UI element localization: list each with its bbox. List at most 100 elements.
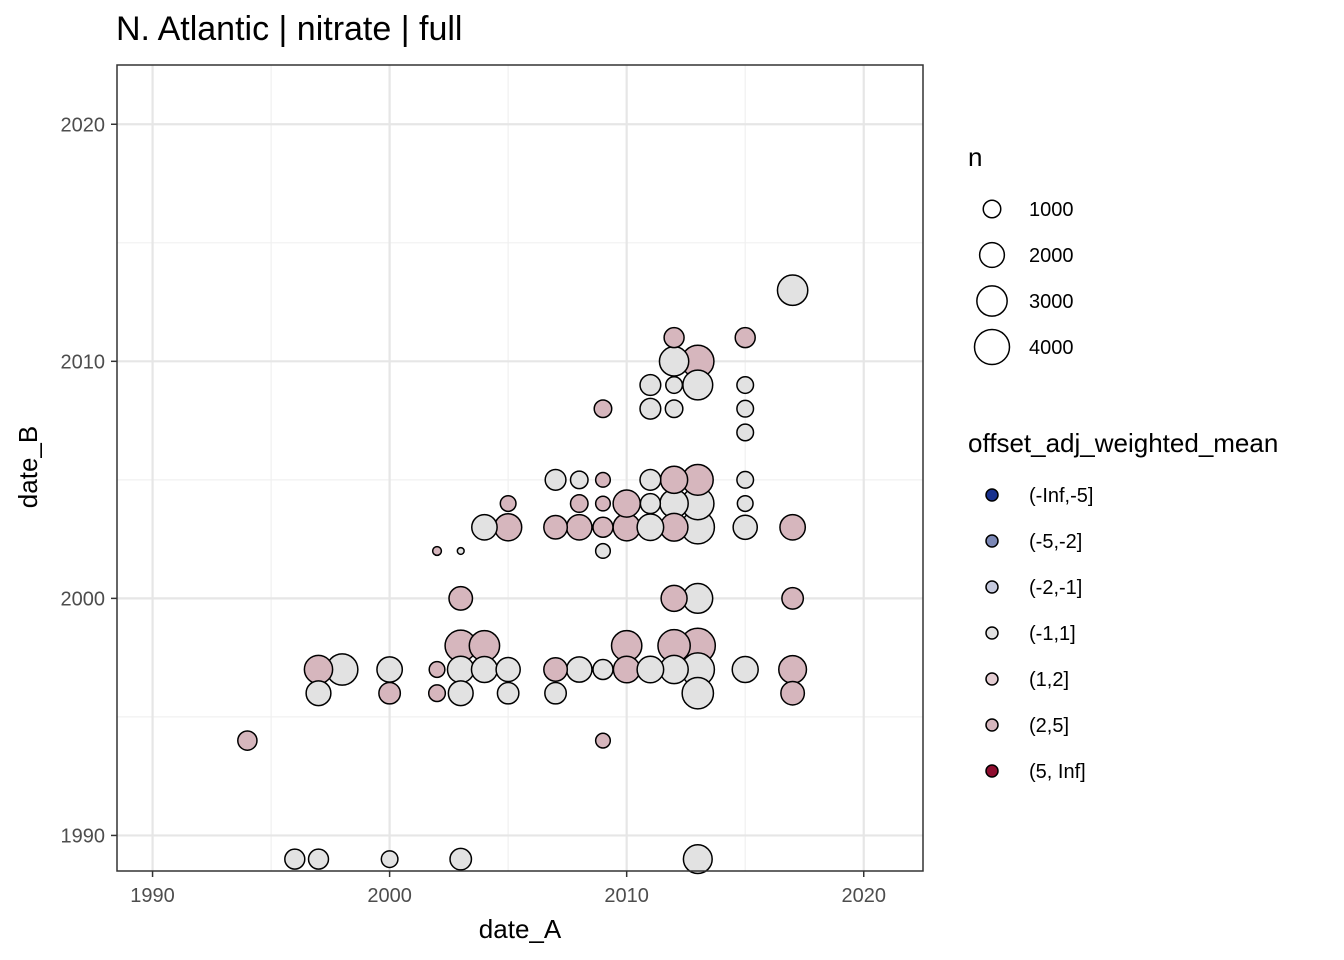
- data-point: [779, 513, 807, 541]
- data-point: [682, 844, 713, 875]
- data-point: [776, 274, 809, 307]
- data-point: [565, 513, 593, 541]
- color-legend-key: [985, 672, 999, 686]
- data-point: [734, 326, 756, 349]
- data-point: [736, 375, 755, 395]
- data-point: [639, 397, 662, 420]
- data-point: [594, 732, 612, 749]
- data-point: [307, 848, 330, 870]
- data-point: [543, 514, 569, 540]
- color-legend-title: offset_adj_weighted_mean: [968, 428, 1278, 458]
- data-point: [781, 586, 805, 610]
- data-point: [446, 655, 475, 684]
- data-point: [470, 655, 499, 684]
- data-point: [495, 656, 521, 683]
- panel-border: [116, 64, 924, 872]
- data-point: [665, 375, 684, 395]
- x-tick-label: 2010: [604, 885, 649, 907]
- size-legend-key: [973, 328, 1011, 366]
- data-point: [612, 655, 641, 684]
- size-legend-label: 3000: [1029, 291, 1074, 313]
- data-point: [303, 654, 334, 685]
- data-point: [428, 660, 446, 679]
- data-point: [569, 494, 589, 514]
- data-point: [431, 545, 443, 557]
- y-tick-label: 2000: [61, 588, 106, 610]
- size-legend-title: n: [968, 142, 982, 172]
- size-legend-key: [976, 285, 1008, 317]
- y-tick-label: 2010: [61, 351, 106, 373]
- data-point: [447, 680, 474, 707]
- plot-panel-border: [116, 64, 924, 872]
- x-tick-label: 2020: [841, 885, 886, 907]
- data-point: [659, 465, 689, 495]
- y-tick-label: 1990: [61, 825, 106, 847]
- data-point: [456, 546, 465, 556]
- size-legend: n 1000 2000 3000 4000: [968, 142, 1074, 366]
- color-legend-key: [985, 488, 999, 502]
- y-axis: 1990 2000 2010 2020: [61, 114, 117, 847]
- data-point: [305, 680, 332, 707]
- data-point: [731, 655, 759, 684]
- chart-title: N. Atlantic | nitrate | full: [116, 10, 462, 48]
- x-tick-label: 1990: [130, 885, 175, 907]
- grid-lines: [117, 65, 923, 871]
- data-point: [663, 326, 685, 349]
- data-point: [639, 468, 662, 491]
- data-point: [736, 423, 755, 442]
- color-legend-label: (-5,-2]: [1029, 531, 1082, 553]
- color-legend-key: [985, 764, 999, 778]
- data-point: [237, 730, 258, 751]
- color-legend-label: (-1,1]: [1029, 623, 1076, 645]
- color-legend-label: (-2,-1]: [1029, 577, 1082, 599]
- data-point: [565, 656, 593, 683]
- data-point: [471, 513, 498, 541]
- data-point: [636, 513, 665, 542]
- size-legend-key: [982, 199, 1002, 219]
- color-legend-key: [985, 718, 999, 732]
- data-point: [449, 847, 473, 871]
- color-legend-label: (-Inf,-5]: [1029, 485, 1093, 507]
- data-point: [594, 471, 612, 488]
- color-legend-label: (5, Inf]: [1029, 761, 1086, 783]
- size-legend-label: 1000: [1029, 199, 1074, 221]
- data-point: [594, 495, 612, 512]
- data-point: [612, 489, 641, 518]
- data-point: [660, 584, 688, 613]
- data-point: [639, 492, 662, 515]
- color-legend: offset_adj_weighted_mean (-Inf,-5] (-5,-2…: [968, 428, 1278, 783]
- x-axis-title: date_A: [479, 914, 562, 944]
- x-axis: 1990 2000 2010 2020: [130, 871, 886, 907]
- data-point: [593, 399, 613, 419]
- data-point: [427, 684, 447, 703]
- color-legend-label: (1,2]: [1029, 669, 1069, 691]
- size-legend-label: 4000: [1029, 337, 1074, 359]
- color-legend-label: (2,5]: [1029, 715, 1069, 737]
- y-tick-label: 2020: [61, 114, 106, 136]
- data-point: [780, 680, 806, 706]
- data-point: [378, 681, 402, 705]
- size-legend-key: [978, 241, 1006, 269]
- data-point: [682, 369, 714, 401]
- data-point: [778, 654, 808, 685]
- data-point: [592, 658, 614, 681]
- data-point: [376, 656, 404, 683]
- color-legend-key: [985, 626, 999, 640]
- data-point: [499, 494, 517, 513]
- data-points: [237, 274, 809, 875]
- data-point: [736, 494, 754, 513]
- data-point: [380, 850, 399, 869]
- data-point: [736, 470, 755, 489]
- data-point: [664, 399, 684, 419]
- data-point: [594, 542, 612, 560]
- data-point: [284, 848, 306, 870]
- data-point: [639, 373, 662, 397]
- data-point: [496, 681, 520, 705]
- x-tick-label: 2000: [367, 885, 412, 907]
- data-point: [732, 514, 759, 541]
- color-legend-key: [985, 580, 999, 594]
- data-point: [544, 468, 567, 491]
- y-axis-title: date_B: [13, 426, 43, 508]
- data-point: [448, 585, 474, 611]
- size-legend-label: 2000: [1029, 245, 1074, 267]
